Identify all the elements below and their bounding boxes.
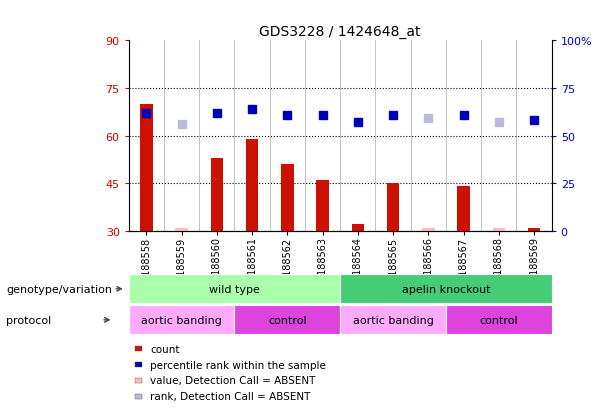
- Bar: [316, 180, 329, 231]
- Text: control: control: [479, 315, 518, 325]
- Bar: [234, 306, 340, 335]
- Text: count: count: [150, 344, 180, 354]
- Bar: [340, 306, 446, 335]
- Text: control: control: [268, 315, 306, 325]
- Bar: [422, 228, 435, 231]
- Bar: [387, 184, 399, 231]
- Text: aortic banding: aortic banding: [352, 315, 433, 325]
- Bar: [140, 104, 153, 231]
- Bar: [446, 306, 552, 335]
- Title: GDS3228 / 1424648_at: GDS3228 / 1424648_at: [259, 25, 421, 39]
- Text: protocol: protocol: [6, 315, 51, 325]
- Bar: [175, 228, 188, 231]
- Bar: [281, 165, 294, 231]
- Text: wild type: wild type: [209, 284, 260, 294]
- Bar: [352, 225, 364, 231]
- Text: genotype/variation: genotype/variation: [6, 284, 112, 294]
- Bar: [211, 159, 223, 231]
- Bar: [246, 140, 258, 231]
- Bar: [528, 228, 540, 231]
- Bar: [129, 275, 340, 304]
- Text: rank, Detection Call = ABSENT: rank, Detection Call = ABSENT: [150, 391, 311, 401]
- Text: value, Detection Call = ABSENT: value, Detection Call = ABSENT: [150, 375, 316, 385]
- Bar: [493, 228, 505, 231]
- Bar: [129, 306, 234, 335]
- Text: aortic banding: aortic banding: [141, 315, 222, 325]
- Text: percentile rank within the sample: percentile rank within the sample: [150, 360, 326, 370]
- Bar: [457, 187, 470, 231]
- Text: apelin knockout: apelin knockout: [402, 284, 490, 294]
- Bar: [340, 275, 552, 304]
